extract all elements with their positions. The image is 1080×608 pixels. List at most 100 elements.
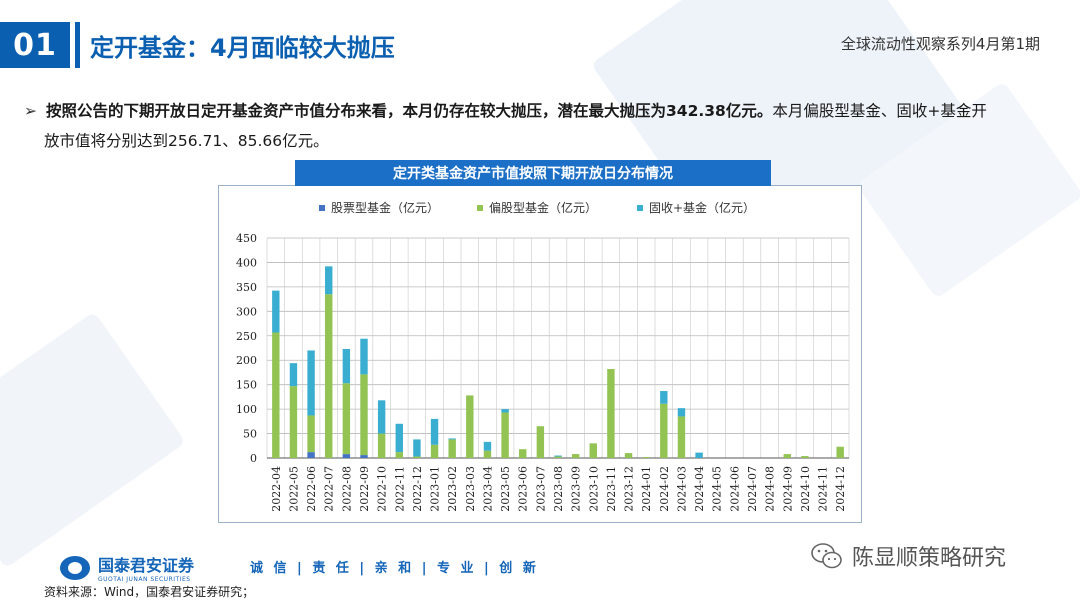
- bullet-text: 本月偏股型基金、固收+基金开: [772, 102, 987, 120]
- x-tick-label: 2023-07: [534, 466, 547, 512]
- bar-segment: [413, 456, 421, 458]
- bar-segment: [836, 446, 844, 458]
- chart-header: 定开类基金资产市值按照下期开放日分布情况: [295, 160, 771, 186]
- bar-segment: [430, 418, 439, 445]
- x-tick-label: 2023-08: [552, 466, 565, 512]
- background-shape: [0, 311, 186, 569]
- bar-segment: [642, 457, 650, 458]
- bar-segment: [501, 409, 509, 413]
- x-tick-label: 2024-08: [764, 466, 777, 512]
- x-tick-label: 2023-11: [605, 466, 618, 512]
- bar-segment: [466, 395, 474, 458]
- bar-segment: [325, 294, 333, 458]
- bar-segment: [325, 266, 333, 295]
- x-tick-label: 2024-07: [746, 466, 759, 512]
- bar-segment: [801, 456, 809, 458]
- bullet-text-line2: 放市值将分别达到256.71、85.66亿元。: [44, 132, 329, 150]
- bar-segment: [607, 369, 615, 458]
- bar-segment: [589, 443, 597, 458]
- y-tick-label: 400: [236, 256, 257, 269]
- x-tick-label: 2023-09: [570, 466, 583, 512]
- x-tick-label: 2022-05: [287, 466, 300, 512]
- bar-segment: [307, 415, 315, 453]
- x-tick-label: 2022-12: [411, 466, 424, 512]
- x-tick-label: 2022-08: [340, 466, 353, 512]
- bar-segment: [554, 455, 562, 457]
- y-tick-label: 250: [236, 330, 257, 343]
- bar-segment: [448, 439, 456, 458]
- page-title: 定开基金：4月面临较大抛压: [90, 34, 395, 62]
- watermark: 陈显顺策略研究: [810, 540, 1006, 572]
- bar-segment: [536, 426, 545, 458]
- title-divider: [75, 22, 80, 68]
- legend-label: 股票型基金（亿元）: [331, 200, 439, 215]
- watermark-text: 陈显顺策略研究: [852, 546, 1007, 571]
- y-tick-label: 150: [236, 379, 257, 392]
- x-tick-label: 2023-05: [499, 466, 512, 512]
- bullet-bold-text: 按照公告的下期开放日定开基金资产市值分布来看，本月仍存在较大抛压，潜在最大抛压为…: [46, 102, 773, 120]
- x-tick-label: 2023-02: [446, 466, 459, 512]
- x-tick-label: 2022-09: [358, 466, 371, 512]
- x-tick-label: 2023-06: [517, 466, 530, 512]
- bar-segment: [360, 455, 368, 458]
- bar-segment: [677, 416, 686, 458]
- y-tick-label: 100: [236, 403, 257, 416]
- x-tick-label: 2024-06: [728, 466, 741, 512]
- bar-segment: [289, 386, 298, 458]
- series-title: 全球流动性观察系列4月第1期: [840, 35, 1040, 53]
- chart-svg: 股票型基金（亿元） 偏股型基金（亿元） 固收+基金（亿元） 0 50 100 150 200 2…: [236, 200, 850, 512]
- bar-segment: [783, 454, 791, 458]
- legend-label: 固收+基金（亿元）: [649, 200, 755, 215]
- legend-swatch: [637, 205, 643, 211]
- x-tick-label: 2022-04: [270, 466, 283, 512]
- bar-segment: [289, 363, 298, 387]
- logo-text: 国泰君安证券: [98, 556, 195, 575]
- x-tick-label: 2024-10: [799, 466, 812, 512]
- x-tick-label: 2023-03: [464, 466, 477, 512]
- x-tick-label: 2024-02: [658, 466, 671, 512]
- bar-segment: [272, 290, 280, 333]
- x-tick-label: 2023-04: [481, 466, 494, 512]
- x-tick-label: 2024-11: [817, 466, 830, 512]
- legend-swatch: [319, 205, 325, 211]
- y-tick-label: 450: [236, 232, 257, 245]
- wechat-icon: [811, 543, 842, 569]
- x-tick-label: 2024-04: [693, 466, 706, 512]
- bullet-arrow-icon: ➢: [24, 102, 37, 120]
- bar-segment: [660, 391, 668, 404]
- y-tick-label: 350: [236, 281, 257, 294]
- y-tick-label: 200: [236, 354, 257, 367]
- x-tick-label: 2022-06: [305, 466, 318, 512]
- bar-segment: [360, 338, 368, 375]
- y-tick-label: 300: [236, 305, 257, 318]
- page-number: 01: [0, 22, 70, 68]
- legend-label: 偏股型基金（亿元）: [489, 200, 597, 215]
- bar-segment: [307, 350, 315, 416]
- chart-frame: 股票型基金（亿元） 偏股型基金（亿元） 固收+基金（亿元） 0 50 100 150 200 2…: [218, 185, 862, 523]
- x-tick-label: 2024-09: [781, 466, 794, 512]
- legend-swatch: [477, 205, 483, 211]
- bar-segment: [377, 400, 386, 434]
- bar-segment: [430, 444, 439, 458]
- x-tick-label: 2023-01: [429, 466, 442, 512]
- bullet-paragraph: ➢ 按照公告的下期开放日定开基金资产市值分布来看，本月仍存在较大抛压，潜在最大抛压…: [24, 96, 1054, 156]
- x-tick-label: 2023-12: [623, 466, 636, 512]
- bar-segment: [519, 449, 527, 458]
- bar-segment: [360, 374, 368, 456]
- x-tick-label: 2022-11: [393, 466, 406, 512]
- bar-segment: [377, 433, 386, 458]
- bar-segment: [501, 412, 509, 458]
- company-motto: 诚 信 | 责 任 | 亲 和 | 专 业 | 创 新: [250, 561, 539, 576]
- logo-icon: [60, 555, 90, 580]
- bar-segment: [483, 450, 492, 458]
- logo-subtext: GUOTAI JUNAN SECURITIES: [98, 576, 191, 583]
- x-tick-label: 2024-03: [675, 466, 688, 512]
- bar-segment: [342, 454, 351, 458]
- bar-segment: [624, 453, 633, 458]
- bar-segment: [660, 403, 668, 458]
- x-tick-label: 2024-05: [711, 466, 724, 512]
- bar-segment: [554, 456, 562, 458]
- company-logo: 国泰君安证券 GUOTAI JUNAN SECURITIES: [60, 552, 194, 583]
- bar-segment: [395, 423, 403, 453]
- x-tick-label: 2022-10: [376, 466, 389, 512]
